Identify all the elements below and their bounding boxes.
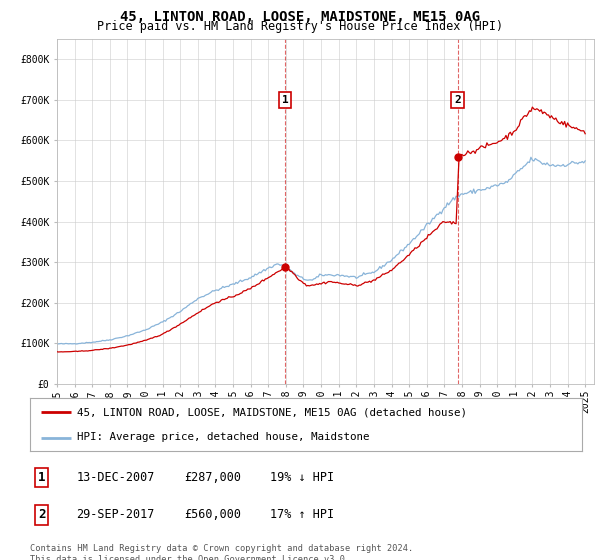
Text: 17% ↑ HPI: 17% ↑ HPI — [269, 508, 334, 521]
Text: £287,000: £287,000 — [185, 471, 242, 484]
Text: 45, LINTON ROAD, LOOSE, MAIDSTONE, ME15 0AG (detached house): 45, LINTON ROAD, LOOSE, MAIDSTONE, ME15 … — [77, 408, 467, 418]
Text: Price paid vs. HM Land Registry's House Price Index (HPI): Price paid vs. HM Land Registry's House … — [97, 20, 503, 33]
Text: 1: 1 — [38, 471, 46, 484]
Text: 1: 1 — [281, 95, 289, 105]
Text: 19% ↓ HPI: 19% ↓ HPI — [269, 471, 334, 484]
Text: 2: 2 — [454, 95, 461, 105]
Text: 13-DEC-2007: 13-DEC-2007 — [76, 471, 155, 484]
Text: £560,000: £560,000 — [185, 508, 242, 521]
Text: Contains HM Land Registry data © Crown copyright and database right 2024.
This d: Contains HM Land Registry data © Crown c… — [30, 544, 413, 560]
Text: 2: 2 — [38, 508, 46, 521]
Text: 45, LINTON ROAD, LOOSE, MAIDSTONE, ME15 0AG: 45, LINTON ROAD, LOOSE, MAIDSTONE, ME15 … — [120, 10, 480, 24]
Text: HPI: Average price, detached house, Maidstone: HPI: Average price, detached house, Maid… — [77, 432, 370, 442]
Text: 29-SEP-2017: 29-SEP-2017 — [76, 508, 155, 521]
